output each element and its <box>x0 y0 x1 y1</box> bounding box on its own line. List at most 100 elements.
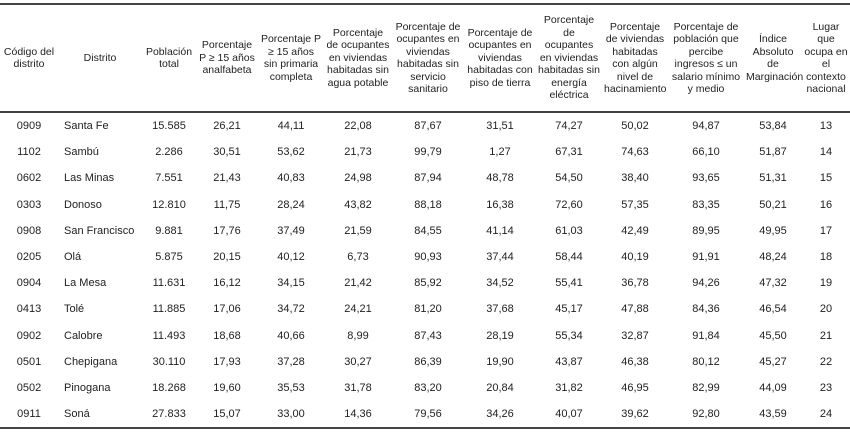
table-cell: Las Minas <box>64 172 115 185</box>
table-cell: San Francisco <box>64 224 135 237</box>
table-cell: 40,07 <box>536 401 602 430</box>
table-cell: 11.885 <box>152 303 186 316</box>
table-cell: 15 <box>819 172 833 185</box>
table-cell: 33,00 <box>258 401 324 430</box>
table-cell: 21,73 <box>344 146 372 159</box>
table-cell: 31,78 <box>344 381 372 394</box>
table-cell: 16,38 <box>486 198 514 211</box>
table-cell: Soná <box>58 401 142 430</box>
table-cell: 18 <box>819 251 833 264</box>
table-cell: 0602 <box>16 172 42 185</box>
table-cell: 0909 <box>16 120 42 133</box>
table-cell: 21,42 <box>344 277 372 290</box>
table-cell: 53,84 <box>759 120 787 133</box>
table-cell: 41,14 <box>486 224 514 237</box>
table-cell: 50,02 <box>621 120 649 133</box>
table-row: 0908 San Francisco 9.881 17,76 37,49 21,59 84,… <box>0 218 850 244</box>
table-cell: 0303 <box>16 198 42 211</box>
table-cell: 40,83 <box>277 172 305 185</box>
table-cell: 50,21 <box>759 198 787 211</box>
table-cell: 43,82 <box>344 198 372 211</box>
table-cell: Calobre <box>64 329 103 342</box>
column-header: Porcentaje P ≥ 15 años sin primaria comp… <box>258 3 324 113</box>
table-cell: 42,49 <box>621 224 649 237</box>
table-cell: 5.875 <box>155 251 183 264</box>
table-cell: 55,34 <box>555 329 583 342</box>
table-cell: 7.551 <box>155 172 183 185</box>
table-cell: 44,11 <box>277 120 305 133</box>
table-cell: 24,98 <box>344 172 372 185</box>
table-cell: 34,52 <box>486 277 514 290</box>
table-cell: 84,36 <box>692 303 720 316</box>
table-cell: 79,56 <box>392 401 464 430</box>
table-cell: 0902 <box>16 329 42 342</box>
table-cell: 48,24 <box>759 251 787 264</box>
table-cell: 2.286 <box>155 146 183 159</box>
table-cell: 6,73 <box>347 251 369 264</box>
table-cell: 8,99 <box>347 329 369 342</box>
table-cell: 30,51 <box>213 146 241 159</box>
table-cell: 28,19 <box>486 329 514 342</box>
column-header: Porcentaje de viviendas habitadas con al… <box>602 3 668 113</box>
table-cell: 30,27 <box>344 355 372 368</box>
table-cell: 67,31 <box>555 146 583 159</box>
table-cell: 93,65 <box>692 172 720 185</box>
page: Código del distrito Distrito Población tot… <box>0 3 850 439</box>
table-cell: 45,27 <box>759 355 787 368</box>
table-cell: 48,78 <box>486 172 514 185</box>
table-cell: 37,49 <box>277 224 305 237</box>
table-cell: 34,26 <box>464 401 536 430</box>
table-cell: 0904 <box>16 277 42 290</box>
table-cell: 21,59 <box>344 224 372 237</box>
table-row: 0909 Santa Fe 15.585 26,21 44,11 22,08 87,67 31… <box>0 112 850 139</box>
table-cell: 54,50 <box>555 172 583 185</box>
table-row: 0602 Las Minas 7.551 21,43 40,83 24,98 87,94 48… <box>0 165 850 191</box>
table-cell: 51,31 <box>759 172 787 185</box>
table-cell: 1,27 <box>489 146 511 159</box>
table-cell: Olá <box>64 251 82 264</box>
table-cell: 17,76 <box>213 224 241 237</box>
table-cell: 18,68 <box>213 329 241 342</box>
table-cell: 20,15 <box>213 251 241 264</box>
table-cell: 13 <box>819 120 833 133</box>
table-cell: 45,50 <box>759 329 787 342</box>
table-cell: 49,95 <box>759 224 787 237</box>
table-cell: 58,44 <box>555 251 583 264</box>
table-cell: 19,90 <box>486 355 514 368</box>
column-header: Porcentaje de ocupantes en viviendas hab… <box>324 3 392 113</box>
table-cell: 46,38 <box>621 355 649 368</box>
table-cell: 11.493 <box>152 329 186 342</box>
table-cell: 94,87 <box>692 120 720 133</box>
table-cell: 39,62 <box>602 401 668 430</box>
table-cell: 17,06 <box>213 303 241 316</box>
table-cell: Santa Fe <box>64 120 109 133</box>
table-cell: 0501 <box>16 355 42 368</box>
table-row: 0502 Pinogana 18.268 19,60 35,53 31,78 83,20 20… <box>0 375 850 401</box>
column-header: Lugar que ocupa en el contexto nacional <box>802 3 850 113</box>
table-cell: 1102 <box>17 146 41 159</box>
table-cell: 0413 <box>16 303 42 316</box>
table-cell: 53,62 <box>277 146 305 159</box>
table-cell: 74,63 <box>621 146 649 159</box>
table-row: 0911 Soná 27.833 15,07 33,00 14,36 79,56 34,26 4… <box>0 401 850 430</box>
table-cell: 31,51 <box>486 120 514 133</box>
table-cell: 20,84 <box>486 381 514 394</box>
column-header: Distrito <box>58 3 142 113</box>
table-cell: 34,72 <box>277 303 305 316</box>
table-cell: 37,28 <box>277 355 305 368</box>
table-cell: Donoso <box>64 198 102 211</box>
table-cell: 35,53 <box>277 381 305 394</box>
table-row: 0904 La Mesa 11.631 16,12 34,15 21,42 85,92 34,… <box>0 270 850 296</box>
table-cell: 46,95 <box>621 381 649 394</box>
table-cell: 80,12 <box>692 355 720 368</box>
table-cell: 86,39 <box>414 355 442 368</box>
table-cell: 24,21 <box>344 303 372 316</box>
table-row: 0501 Chepigana 30.110 17,93 37,28 30,27 86,39 1… <box>0 349 850 375</box>
column-header: Porcentaje P ≥ 15 años analfabeta <box>196 3 258 113</box>
table-cell: 21 <box>819 329 833 342</box>
table-cell: 81,20 <box>414 303 442 316</box>
table-cell: 17,93 <box>213 355 241 368</box>
table-cell: 21,43 <box>213 172 241 185</box>
table-cell: 34,15 <box>277 277 305 290</box>
table-cell: 45,17 <box>555 303 583 316</box>
